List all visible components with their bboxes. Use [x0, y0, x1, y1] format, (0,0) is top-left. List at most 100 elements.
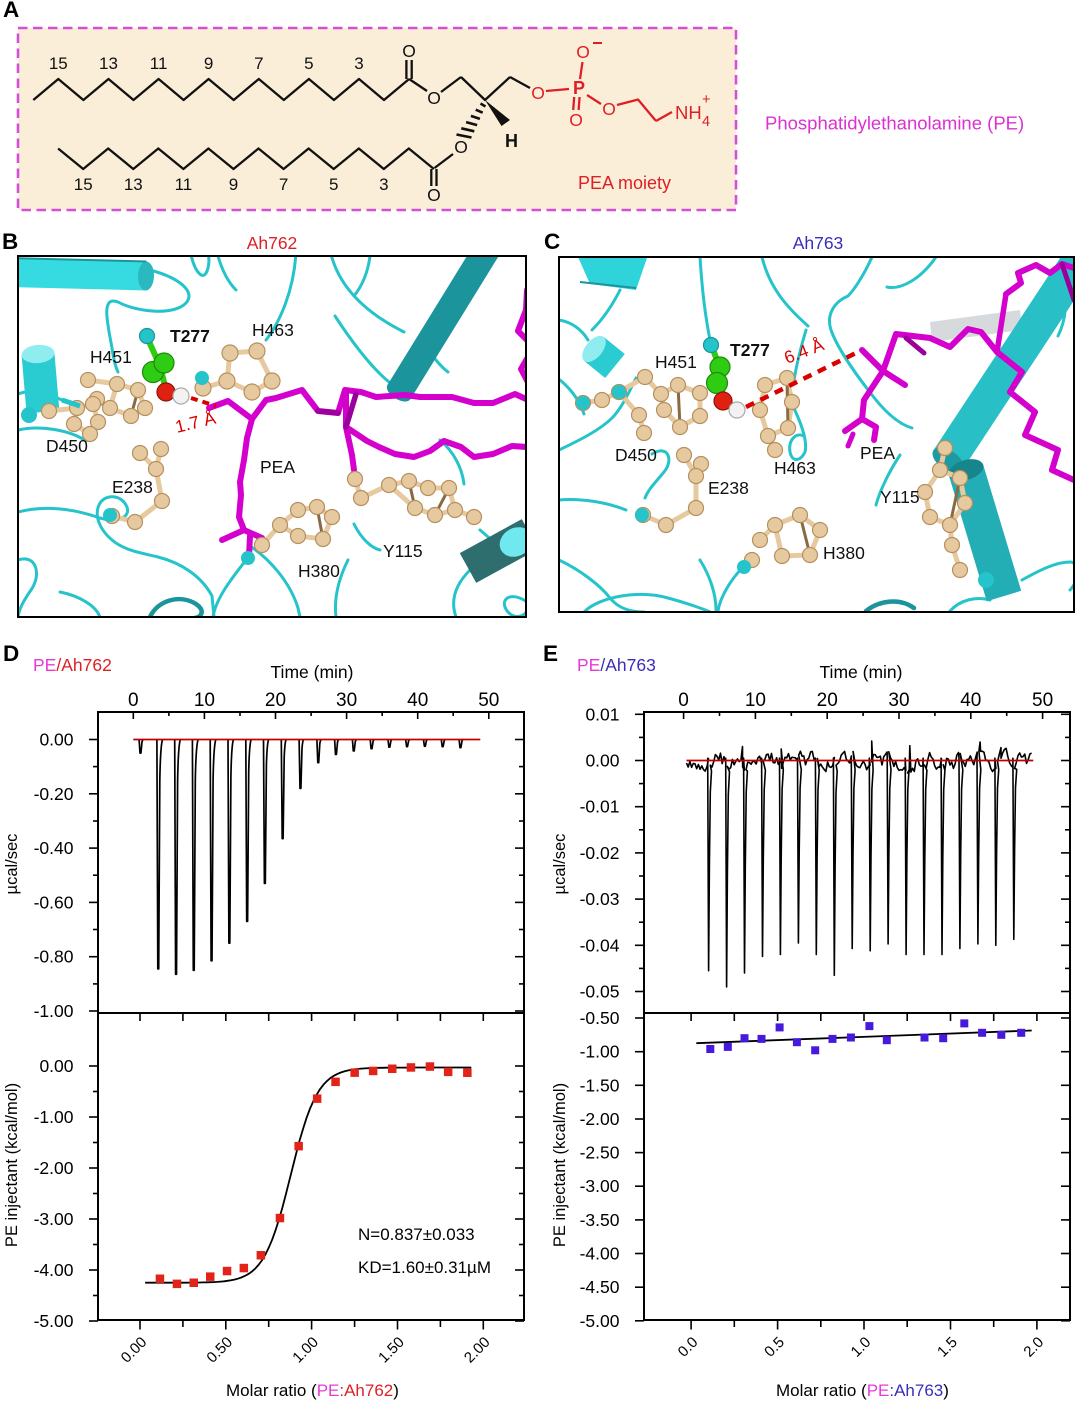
svg-text:20: 20: [265, 690, 286, 711]
svg-text:20: 20: [817, 690, 838, 711]
svg-text:µcal/sec: µcal/sec: [551, 834, 569, 895]
svg-text:PE/Ah763: PE/Ah763: [577, 655, 656, 675]
svg-text:-0.05: -0.05: [580, 982, 620, 1002]
svg-text:O: O: [531, 83, 545, 103]
svg-text:KD=1.60±0.31µM: KD=1.60±0.31µM: [358, 1258, 491, 1277]
svg-text:Time (min): Time (min): [820, 662, 903, 682]
svg-text:H: H: [505, 131, 518, 151]
svg-text:30: 30: [336, 690, 357, 711]
svg-text:PE injectant (kcal/mol): PE injectant (kcal/mol): [3, 1083, 21, 1247]
svg-text:H463: H463: [774, 458, 816, 478]
svg-text:H463: H463: [252, 320, 294, 340]
svg-text:10: 10: [194, 690, 215, 711]
svg-text:P: P: [573, 78, 585, 98]
svg-text:9: 9: [204, 54, 213, 73]
svg-text:H380: H380: [298, 561, 340, 581]
svg-text:50: 50: [1032, 690, 1053, 711]
svg-text:0.00: 0.00: [39, 1056, 73, 1076]
svg-text:Time (min): Time (min): [271, 662, 354, 682]
svg-text:O: O: [569, 110, 583, 130]
svg-text:Molar ratio (PE:Ah762): Molar ratio (PE:Ah762): [226, 1381, 399, 1400]
svg-text:3: 3: [354, 54, 363, 73]
svg-text:-0.04: -0.04: [580, 935, 620, 955]
svg-text:-5.00: -5.00: [580, 1311, 620, 1331]
svg-text:PEA moiety: PEA moiety: [578, 173, 671, 193]
svg-text:40: 40: [407, 690, 428, 711]
svg-text:Ah763: Ah763: [793, 233, 844, 253]
svg-text:3: 3: [379, 175, 388, 194]
svg-text:PE/Ah762: PE/Ah762: [33, 655, 112, 675]
svg-text:D450: D450: [615, 445, 657, 465]
svg-text:A: A: [3, 0, 19, 22]
svg-text:H451: H451: [655, 352, 697, 372]
svg-text:0.01: 0.01: [585, 704, 619, 724]
svg-text:+: +: [702, 92, 710, 108]
svg-text:H451: H451: [90, 347, 132, 367]
svg-text:15: 15: [74, 175, 93, 194]
svg-text:E238: E238: [708, 478, 749, 498]
svg-text:7: 7: [254, 54, 263, 73]
svg-text:PEA: PEA: [260, 457, 295, 477]
svg-text:15: 15: [49, 54, 68, 73]
svg-text:D450: D450: [46, 436, 88, 456]
svg-text:-1.50: -1.50: [580, 1075, 620, 1095]
svg-text:13: 13: [99, 54, 118, 73]
svg-text:0: 0: [678, 690, 689, 711]
svg-text:9: 9: [229, 175, 238, 194]
svg-text:O: O: [576, 42, 590, 62]
svg-text:11: 11: [175, 175, 193, 194]
svg-text:13: 13: [124, 175, 143, 194]
svg-text:O: O: [402, 41, 416, 61]
svg-text:50: 50: [478, 690, 499, 711]
svg-text:-3.50: -3.50: [580, 1210, 620, 1230]
svg-text:N=0.837±0.033: N=0.837±0.033: [358, 1225, 475, 1244]
svg-text:Phosphatidylethanolamine (PE): Phosphatidylethanolamine (PE): [765, 113, 1024, 134]
svg-text:4: 4: [702, 114, 710, 130]
svg-text:10: 10: [745, 690, 766, 711]
svg-text:-0.02: -0.02: [580, 843, 620, 863]
svg-text:O: O: [454, 137, 468, 157]
svg-text:-2.50: -2.50: [580, 1143, 620, 1163]
svg-text:5: 5: [304, 54, 313, 73]
svg-text:PE injectant (kcal/mol): PE injectant (kcal/mol): [551, 1083, 569, 1247]
svg-text:T277: T277: [170, 326, 210, 346]
svg-text:PEA: PEA: [860, 443, 895, 463]
svg-text:-3.00: -3.00: [34, 1209, 74, 1229]
svg-text:40: 40: [960, 690, 981, 711]
svg-text:-2.00: -2.00: [34, 1158, 74, 1178]
svg-text:C: C: [544, 229, 560, 254]
svg-text:E: E: [543, 641, 558, 666]
svg-text:D: D: [3, 641, 19, 666]
svg-text:T277: T277: [730, 340, 770, 360]
svg-text:0: 0: [128, 690, 139, 711]
svg-text:-3.00: -3.00: [580, 1176, 620, 1196]
svg-text:-0.80: -0.80: [34, 947, 74, 967]
svg-text:-0.60: -0.60: [34, 892, 74, 912]
svg-text:11: 11: [150, 54, 168, 73]
svg-text:-0.20: -0.20: [34, 784, 74, 804]
svg-text:E238: E238: [112, 477, 153, 497]
svg-text:-1.00: -1.00: [34, 1107, 74, 1127]
svg-text:Y115: Y115: [383, 541, 423, 561]
svg-text:NH: NH: [675, 102, 702, 123]
svg-text:7: 7: [279, 175, 288, 194]
svg-text:O: O: [427, 185, 441, 205]
svg-text:-0.03: -0.03: [580, 889, 620, 909]
svg-text:Ah762: Ah762: [247, 233, 298, 253]
svg-text:-0.01: -0.01: [580, 797, 620, 817]
svg-text:-4.00: -4.00: [580, 1244, 620, 1264]
svg-text:B: B: [2, 229, 18, 254]
svg-text:Molar ratio (PE:Ah763): Molar ratio (PE:Ah763): [776, 1381, 949, 1400]
svg-text:-5.00: -5.00: [34, 1311, 74, 1331]
svg-text:-4.00: -4.00: [34, 1260, 74, 1280]
svg-text:30: 30: [888, 690, 909, 711]
svg-text:µcal/sec: µcal/sec: [3, 834, 21, 895]
svg-text:Y115: Y115: [880, 487, 920, 507]
svg-text:H380: H380: [823, 543, 865, 563]
svg-text:0.00: 0.00: [585, 751, 619, 771]
svg-text:-1.00: -1.00: [34, 1001, 74, 1021]
svg-text:-2.00: -2.00: [580, 1109, 620, 1129]
svg-text:-4.50: -4.50: [580, 1277, 620, 1297]
svg-text:-1.00: -1.00: [580, 1042, 620, 1062]
svg-text:5: 5: [329, 175, 338, 194]
